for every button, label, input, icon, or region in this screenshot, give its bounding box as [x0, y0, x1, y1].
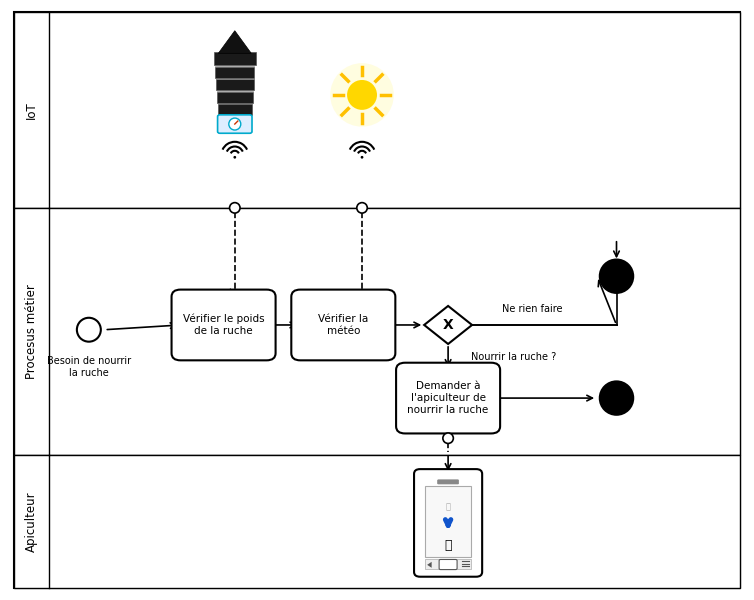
Text: X: X	[443, 318, 453, 332]
Text: 🦴: 🦴	[446, 502, 451, 511]
FancyBboxPatch shape	[291, 290, 395, 361]
FancyBboxPatch shape	[14, 11, 740, 589]
FancyBboxPatch shape	[216, 79, 253, 90]
FancyBboxPatch shape	[172, 290, 275, 361]
FancyBboxPatch shape	[14, 11, 740, 208]
FancyBboxPatch shape	[425, 486, 471, 557]
Polygon shape	[428, 562, 431, 568]
FancyBboxPatch shape	[218, 115, 252, 133]
FancyBboxPatch shape	[14, 455, 740, 589]
Text: Vérifier le poids
de la ruche: Vérifier le poids de la ruche	[182, 314, 265, 336]
Ellipse shape	[228, 118, 241, 130]
FancyBboxPatch shape	[437, 480, 458, 484]
Ellipse shape	[234, 157, 235, 158]
Ellipse shape	[361, 157, 363, 158]
Ellipse shape	[77, 318, 101, 341]
Ellipse shape	[347, 80, 377, 110]
Text: Besoin de nourrir
la ruche: Besoin de nourrir la ruche	[47, 356, 131, 378]
FancyBboxPatch shape	[439, 559, 457, 569]
FancyBboxPatch shape	[217, 92, 253, 103]
Text: Procesus métier: Procesus métier	[25, 284, 38, 379]
Ellipse shape	[229, 203, 240, 213]
Ellipse shape	[602, 261, 631, 291]
FancyBboxPatch shape	[425, 559, 471, 569]
Text: Ne rien faire: Ne rien faire	[502, 304, 562, 314]
Text: Vérifier la
météo: Vérifier la météo	[318, 314, 369, 336]
FancyBboxPatch shape	[14, 208, 740, 455]
Ellipse shape	[357, 203, 367, 213]
Polygon shape	[219, 31, 251, 53]
FancyBboxPatch shape	[396, 363, 500, 433]
FancyBboxPatch shape	[214, 52, 256, 65]
FancyBboxPatch shape	[218, 104, 252, 115]
Text: 🐝: 🐝	[444, 539, 452, 552]
Polygon shape	[425, 306, 472, 344]
Ellipse shape	[443, 433, 453, 443]
Text: Apiculteur: Apiculteur	[25, 491, 38, 552]
FancyBboxPatch shape	[215, 67, 254, 77]
Text: Demander à
l'apiculteur de
nourrir la ruche: Demander à l'apiculteur de nourrir la ru…	[407, 382, 489, 415]
FancyBboxPatch shape	[414, 469, 482, 577]
Text: Nourrir la ruche ?: Nourrir la ruche ?	[470, 352, 556, 362]
Ellipse shape	[330, 63, 394, 127]
Ellipse shape	[602, 383, 631, 413]
Text: IoT: IoT	[25, 101, 38, 119]
